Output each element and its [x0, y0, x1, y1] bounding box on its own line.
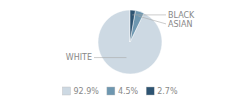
leader-line [132, 14, 166, 15]
legend-swatch [107, 87, 115, 95]
legend: 92.9% 4.5% 2.7% [62, 87, 177, 96]
annotation: BLACK [168, 11, 195, 20]
legend-label: 4.5% [118, 87, 139, 96]
annotation: ASIAN [168, 20, 192, 29]
pie [98, 10, 162, 74]
chart: WHITE ASIANBLACK 92.9% 4.5% 2.7% [0, 0, 240, 100]
leader-line [94, 57, 126, 58]
annotation: WHITE [66, 53, 92, 62]
legend-swatch [146, 87, 154, 95]
pie-slice [98, 10, 162, 74]
legend-swatch [62, 87, 70, 95]
legend-item: 4.5% [107, 87, 139, 96]
legend-label: 2.7% [157, 87, 178, 96]
leader-line [138, 16, 166, 24]
legend-item: 2.7% [146, 87, 178, 96]
legend-item: 92.9% [62, 87, 99, 96]
annotations: WHITE ASIANBLACK [66, 11, 195, 63]
legend-label: 92.9% [73, 87, 99, 96]
